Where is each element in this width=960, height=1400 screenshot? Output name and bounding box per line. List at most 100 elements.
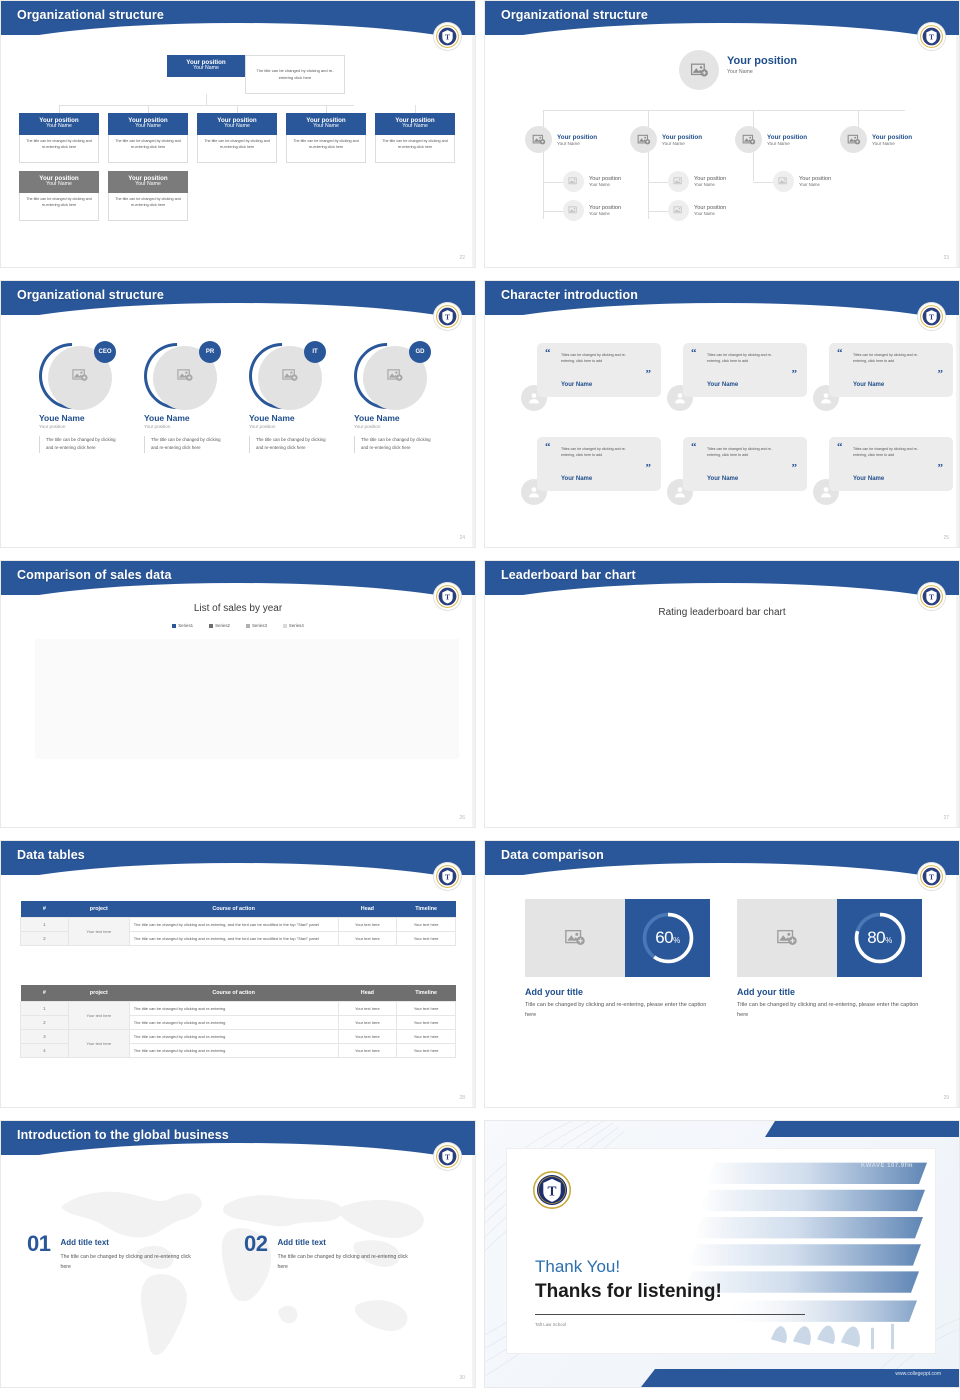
quote-card-3[interactable]: “ Titles can be changed by clicking and … [829, 343, 953, 397]
item-body: The title can be changed by clicking and… [277, 1254, 408, 1271]
slide-right-edge [472, 875, 475, 1107]
quote-open-icon: “ [545, 347, 551, 359]
slide-title: Character introduction [501, 288, 638, 302]
table-row[interactable]: 3 Your text here The title can be change… [20, 1029, 456, 1058]
org-node-r1c1[interactable]: Your position Your Name The title can be… [19, 113, 99, 164]
item-number: 01 [27, 1231, 51, 1256]
quote-card-6[interactable]: “ Titles can be changed by clicking and … [829, 437, 953, 491]
slide-org-structure-avatars[interactable]: Organizational structure T Your position… [484, 0, 960, 268]
legend-item-3: Series3 [246, 623, 267, 628]
org-node-r1c3[interactable]: Your position Your Name The title can be… [197, 113, 277, 164]
org-connector-drop-4 [858, 110, 859, 134]
comparison-card-1[interactable]: 60% [525, 899, 710, 977]
donut-percent-sign: % [673, 936, 680, 945]
slide-leaderboard[interactable]: Leaderboard bar chart T Rating leaderboa… [484, 560, 960, 828]
quote-open-icon: “ [691, 441, 697, 453]
org-avatar-icon [840, 126, 867, 153]
thanks-card: KWAVE 107.9fm T Thank You! Thanks for li… [507, 1149, 935, 1353]
school-crest-icon: T [533, 1171, 571, 1209]
slide-right-edge [956, 595, 959, 827]
slide-sales-comparison[interactable]: Comparison of sales data T List of sales… [0, 560, 476, 828]
table-cell-index: 4 [20, 1043, 69, 1058]
org-root-text: Your position Your Name [727, 55, 797, 75]
slide-data-comparison[interactable]: Data comparison T 60% Add your title Tit… [484, 840, 960, 1108]
slide-character-introduction[interactable]: Character introduction T “ Titles can be… [484, 280, 960, 548]
thanks-bottom-wedge [659, 1369, 959, 1387]
footer-url[interactable]: www.collegeppt.com [895, 1371, 941, 1377]
org-connector-drop-3 [753, 110, 754, 134]
org-node-r1c2[interactable]: Your position Your Name The title can be… [108, 113, 188, 164]
campus-photo-stripes [675, 1149, 935, 1353]
org-avatar-icon [630, 126, 657, 153]
role-card-pr[interactable]: PR Youe Name Your position The title can… [130, 329, 228, 453]
page-number: 28 [459, 1095, 465, 1101]
org-node-name: Your Name [799, 182, 820, 187]
role-card-ceo[interactable]: CEO Youe Name Your position The title ca… [25, 329, 123, 453]
org-level2-node-4[interactable]: Your position Your Name [668, 200, 726, 221]
data-table-grey[interactable]: # project Course of action Head Timeline… [20, 985, 456, 1058]
item-body: The title can be changed by clicking and… [60, 1254, 191, 1271]
org-level2-node-3[interactable]: Your position Your Name [668, 171, 726, 192]
role-portrait: CEO [25, 329, 119, 423]
image-placeholder-icon [525, 899, 625, 977]
table-row[interactable]: 1 Your text here The title can be change… [20, 1001, 456, 1030]
comparison-card-2[interactable]: 80% [737, 899, 922, 977]
slide-data-tables[interactable]: Data tables T # project Course of action… [0, 840, 476, 1108]
table-cell-action: The title can be changed by clicking and… [128, 1043, 339, 1058]
page-number: 30 [459, 1375, 465, 1381]
org-connector-horizontal [543, 110, 905, 111]
org-level1-node-1[interactable]: Your position Your Name [525, 126, 597, 153]
quote-author: Your Name [561, 382, 593, 388]
quote-card-2[interactable]: “ Titles can be changed by clicking and … [683, 343, 807, 397]
quote-close-icon: ” [937, 462, 944, 474]
slide-title: Organizational structure [17, 288, 164, 302]
org-level1-node-4[interactable]: Your position Your Name [840, 126, 912, 153]
role-position: Your position [144, 424, 171, 429]
org-node-r2c2[interactable]: Your position Your Name The title can be… [108, 171, 188, 222]
quote-author: Your Name [561, 476, 593, 482]
role-card-it[interactable]: IT Youe Name Your position The title can… [235, 329, 333, 453]
table-row[interactable]: 4 The title can be changed by clicking a… [20, 1043, 456, 1058]
org-node-name: Your Name [557, 140, 580, 146]
org-level2-node-5[interactable]: Your position Your Name [773, 171, 831, 192]
org-node-r2c1[interactable]: Your position Your Name The title can be… [19, 171, 99, 222]
svg-text:T: T [445, 312, 450, 321]
thanks-divider [535, 1314, 805, 1315]
org-node-r1c5[interactable]: Your position Your Name The title can be… [375, 113, 455, 164]
org-node-r1c4[interactable]: Your position Your Name The title can be… [286, 113, 366, 164]
org-avatar-icon [563, 200, 584, 221]
table-row[interactable]: 2 The title can be changed by clicking a… [20, 931, 456, 946]
org-connector-drop-1 [59, 105, 60, 113]
org-node-position: Your position [589, 205, 622, 211]
table-row[interactable]: 1 Your text here The title can be change… [20, 917, 456, 946]
slide-thank-you[interactable]: KWAVE 107.9fm T Thank You! Thanks for li… [484, 1120, 960, 1388]
role-badge: IT [304, 341, 326, 363]
slide-global-business[interactable]: Introduction to the global business T 01 [0, 1120, 476, 1388]
org-top-node[interactable]: Your position Your Name [167, 55, 245, 78]
school-logo-icon: T [434, 23, 461, 50]
org-level1-node-3[interactable]: Your position Your Name [735, 126, 807, 153]
slide-org-structure-boxes[interactable]: Organizational structure T Your position… [0, 0, 476, 268]
quote-card-4[interactable]: “ Titles can be changed by clicking and … [537, 437, 661, 491]
table-cell-index: 3 [20, 1029, 69, 1044]
comparison-heading: Add your title [737, 987, 795, 997]
quote-card-5[interactable]: “ Titles can be changed by clicking and … [683, 437, 807, 491]
global-item-2[interactable]: 02 Add title text The title can be chang… [244, 1231, 417, 1273]
org-level2-node-1[interactable]: Your position Your Name [563, 171, 621, 192]
svg-text:T: T [929, 312, 934, 321]
donut-number: 80 [867, 928, 886, 947]
donut-chart-80: 80% [837, 899, 922, 977]
org-avatar-icon [735, 126, 762, 153]
org-level2-node-2[interactable]: Your position Your Name [563, 200, 621, 221]
quote-card-1[interactable]: “ Titles can be changed by clicking and … [537, 343, 661, 397]
org-level1-node-2[interactable]: Your position Your Name [630, 126, 702, 153]
data-table-blue[interactable]: # project Course of action Head Timeline… [20, 901, 456, 946]
org-node-desc: The title can be changed by clicking and… [108, 193, 188, 222]
global-item-1[interactable]: 01 Add title text The title can be chang… [27, 1231, 200, 1273]
org-root-avatar[interactable] [679, 50, 719, 90]
donut-percent-sign: % [885, 936, 892, 945]
thanks-bottom-wedge-slant [641, 1369, 677, 1387]
role-card-gd[interactable]: GD Youe Name Your position The title can… [340, 329, 438, 453]
org-node-name: Your Name [872, 140, 895, 146]
slide-org-structure-roles[interactable]: Organizational structure T CEO Youe Name… [0, 280, 476, 548]
